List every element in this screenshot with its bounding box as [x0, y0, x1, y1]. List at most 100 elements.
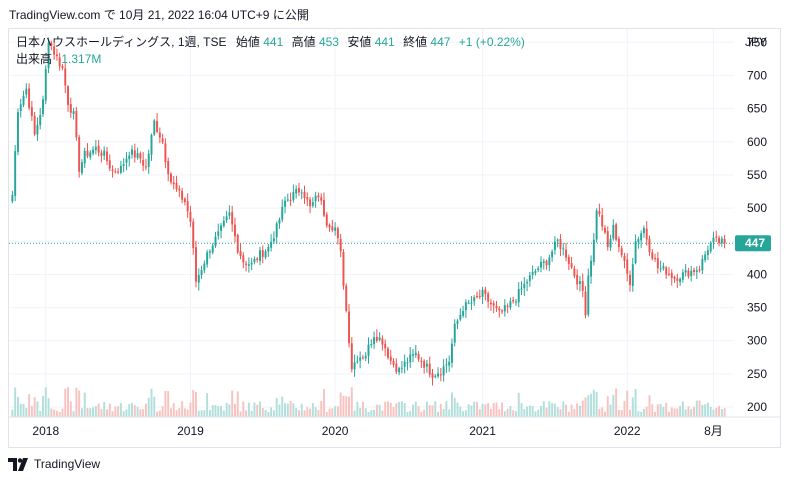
- volume-bar: [506, 408, 509, 417]
- candle-body: [559, 238, 562, 249]
- volume-bar: [55, 410, 58, 417]
- volume-bar: [662, 406, 665, 417]
- snapshot-header: TradingView.com で 10月 21, 2022 16:04 UTC…: [9, 8, 309, 22]
- candle-body: [348, 311, 350, 344]
- volume-bar: [701, 404, 704, 417]
- footer: TradingView: [8, 457, 100, 471]
- candle-body: [89, 152, 92, 158]
- candle-body: [445, 364, 448, 366]
- candle-body: [439, 374, 442, 376]
- candle-body: [718, 237, 721, 244]
- candle-body: [656, 258, 659, 269]
- candle-body: [22, 95, 25, 105]
- volume-bar: [297, 410, 300, 417]
- candle-body: [153, 120, 156, 135]
- volume-bar: [133, 405, 136, 417]
- candle-body: [442, 366, 445, 376]
- candle-body: [681, 272, 684, 280]
- volume-bar: [292, 403, 295, 417]
- volume-bar: [673, 408, 676, 417]
- volume-bar: [476, 402, 478, 417]
- candle-body: [489, 302, 492, 305]
- volume-bar: [195, 391, 197, 417]
- candle-body: [306, 197, 309, 200]
- candle-body: [378, 337, 381, 341]
- candle-body: [626, 259, 629, 274]
- volume-bar: [108, 403, 111, 417]
- volume-bar: [695, 400, 698, 417]
- volume-bar: [214, 405, 217, 417]
- volume-bar: [623, 400, 626, 417]
- candle-body: [581, 281, 584, 291]
- candle-body: [620, 248, 623, 256]
- volume-bar: [325, 411, 328, 417]
- chart-panel[interactable]: 200 250 300 350 400 500 550 600 650 700 750 2018 20…: [8, 28, 781, 448]
- candle-body: [695, 270, 698, 273]
- volume-bar: [565, 404, 568, 417]
- volume-bar: [359, 407, 362, 417]
- candle-body: [709, 243, 712, 252]
- candle-body: [473, 297, 476, 302]
- y-tick-label: 200: [747, 400, 767, 414]
- candle-body: [16, 112, 19, 152]
- volume-bar: [667, 411, 670, 417]
- volume-bar: [342, 395, 345, 417]
- volume-bar: [570, 404, 573, 417]
- volume-bar: [445, 400, 448, 417]
- candle-body: [111, 169, 114, 172]
- candle-body: [462, 311, 465, 316]
- volume-bar: [119, 402, 122, 417]
- price-axis[interactable]: 200 250 300 350 400 500 550 600 650 700 750: [747, 35, 767, 414]
- candle-body: [78, 137, 81, 172]
- volume-bar: [684, 409, 687, 417]
- volume-bar: [42, 395, 44, 417]
- y-tick-label: 700: [747, 68, 767, 82]
- volume-bar: [384, 401, 387, 417]
- candle-body: [103, 150, 106, 156]
- candle-body: [197, 274, 200, 283]
- volume-bar: [128, 404, 131, 417]
- volume-bar: [425, 401, 428, 417]
- volume-bar: [50, 408, 53, 417]
- volume-bar: [720, 409, 723, 417]
- volume-bar: [400, 401, 403, 417]
- volume-bar: [484, 404, 487, 417]
- volume-bar: [217, 406, 220, 417]
- candle-body: [467, 302, 470, 304]
- volume-bar: [278, 404, 281, 417]
- candle-body: [495, 305, 498, 309]
- candle-body: [503, 305, 506, 312]
- volume-bar: [450, 392, 453, 417]
- time-axis[interactable]: 2018 2019 2020 2021 2022 8月: [9, 416, 780, 438]
- volume-bar: [47, 398, 50, 417]
- volume-bar: [514, 411, 517, 417]
- volume-bar: [284, 403, 287, 417]
- volume-bar: [531, 406, 534, 417]
- volume-bar: [247, 402, 250, 417]
- candle-body: [75, 110, 78, 138]
- candle-body: [317, 195, 320, 198]
- volume-bar: [551, 403, 554, 417]
- candle-body: [328, 224, 331, 228]
- candle-body: [297, 187, 300, 193]
- volume-bar: [642, 408, 645, 417]
- volume-bar: [175, 409, 178, 417]
- candle-body: [192, 221, 195, 249]
- tradingview-logo-icon: [8, 457, 28, 471]
- volume-bar: [16, 396, 19, 417]
- candle-body: [567, 256, 570, 264]
- candle-body: [39, 115, 42, 126]
- volume-bar: [208, 409, 211, 417]
- candle-body: [178, 188, 181, 191]
- volume-bar: [206, 393, 209, 417]
- candle-body: [453, 323, 456, 343]
- candle-body: [520, 288, 523, 290]
- candle-body: [92, 149, 95, 154]
- volume-bar: [542, 401, 545, 417]
- candle-body: [551, 251, 554, 258]
- volume-bar: [604, 411, 606, 417]
- volume-bar: [598, 408, 601, 417]
- volume-bar: [158, 410, 161, 417]
- volume-bar: [459, 406, 462, 417]
